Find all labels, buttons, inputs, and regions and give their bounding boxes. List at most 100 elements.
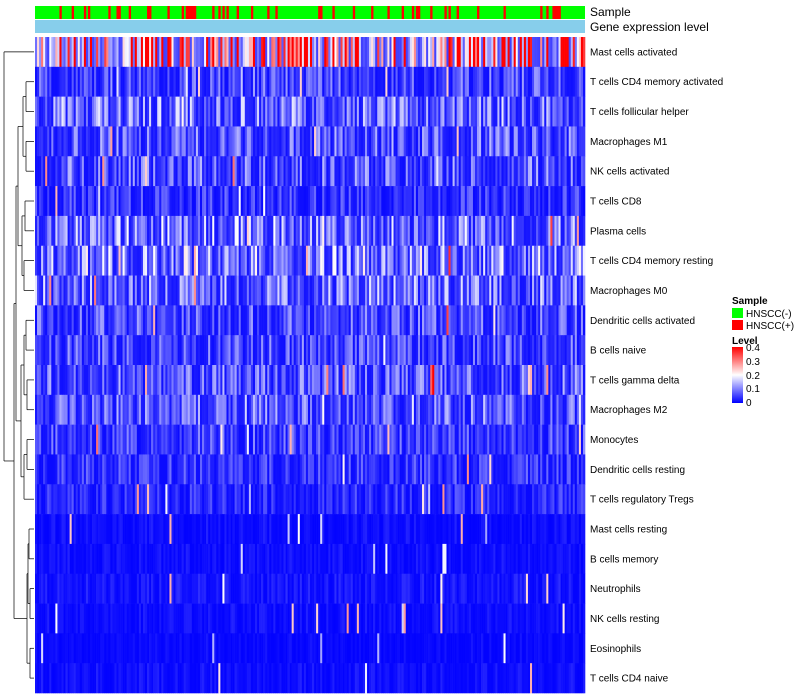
heatmap-cell (521, 543, 525, 575)
heatmap-cell (128, 156, 132, 187)
heatmap-cell (513, 186, 517, 217)
heatmap-cell (100, 156, 103, 187)
heatmap-cell (462, 186, 466, 217)
heatmap-cell (79, 96, 83, 127)
heatmap-cell (572, 424, 576, 455)
heatmap-cell (43, 424, 46, 455)
heatmap-cell (200, 96, 203, 127)
heatmap-cell (568, 96, 572, 127)
heatmap-cell (204, 424, 207, 455)
heatmap-cell (350, 394, 354, 425)
heatmap-cell (538, 484, 541, 515)
heatmap-cell (73, 454, 77, 485)
heatmap-cell (132, 245, 136, 276)
heatmap-cell (195, 156, 199, 187)
heatmap-cell (472, 454, 476, 485)
heatmap-cell (65, 543, 68, 575)
heatmap-cell (497, 335, 500, 366)
heatmap-cell (261, 424, 264, 455)
heatmap-cell (519, 484, 523, 515)
heatmap-cell (554, 275, 557, 306)
heatmap-cell (340, 514, 343, 545)
heatmap-cell (352, 96, 356, 127)
heatmap-cell (367, 126, 370, 157)
heatmap-cell (57, 275, 60, 306)
heatmap-cell (479, 365, 482, 396)
heatmap-cell (532, 66, 535, 97)
heatmap-cell (277, 156, 280, 187)
heatmap-cell (385, 66, 388, 97)
heatmap-cell (462, 424, 466, 455)
heatmap-cell (489, 66, 492, 97)
sample-mark-positive (546, 6, 549, 19)
heatmap-cell (546, 365, 549, 396)
heatmap-cell (381, 126, 384, 157)
heatmap-cell (293, 96, 297, 127)
heatmap-cell (409, 424, 413, 455)
heatmap-cell (560, 245, 563, 276)
heatmap-cell (67, 365, 70, 396)
heatmap-cell (261, 126, 264, 157)
heatmap-cell (397, 66, 400, 97)
heatmap-cell (214, 335, 217, 366)
heatmap-cell (69, 275, 72, 306)
heatmap-cell (122, 215, 125, 247)
heatmap-cell (434, 66, 437, 97)
heatmap-cell (511, 514, 515, 545)
heatmap-cell (511, 96, 515, 127)
heatmap-cell (202, 245, 205, 276)
heatmap-cell (576, 245, 580, 276)
heatmap-cell (130, 424, 134, 455)
heatmap-cell (375, 305, 378, 336)
heatmap-cell (193, 275, 197, 306)
heatmap-cell (159, 394, 162, 425)
heatmap-cell (350, 245, 354, 276)
heatmap-cell (83, 305, 87, 336)
heatmap-cell (140, 215, 144, 247)
heatmap-cell (269, 484, 272, 515)
heatmap-cell (291, 394, 295, 425)
heatmap-cell (572, 543, 576, 575)
heatmap-cell (495, 335, 498, 366)
heatmap-cell (477, 365, 480, 396)
heatmap-cell (381, 186, 384, 217)
heatmap-cell (438, 514, 441, 545)
heatmap-cell (147, 335, 150, 366)
heatmap-cell (448, 305, 451, 336)
heatmap-cell (509, 126, 512, 157)
heatmap-cell (35, 186, 38, 217)
heatmap-cell (509, 245, 512, 276)
heatmap-cell (108, 335, 111, 366)
heatmap-cell (242, 484, 246, 515)
heatmap-cell (261, 365, 264, 396)
heatmap-cell (85, 514, 89, 545)
heatmap-cell (360, 96, 364, 127)
heatmap-cell (328, 215, 331, 247)
heatmap-cell (450, 335, 453, 366)
heatmap-cell (94, 37, 97, 68)
heatmap-cell (548, 514, 551, 545)
heatmap-cell (234, 275, 237, 306)
heatmap-cell (63, 96, 66, 127)
heatmap-cell (81, 96, 85, 127)
heatmap-cell (63, 186, 66, 217)
heatmap-cell (513, 514, 517, 545)
heatmap-cell (417, 156, 421, 187)
annotation-label-expression: Gene expression level (590, 20, 709, 34)
heatmap-cell (326, 394, 329, 425)
heatmap-cell (289, 305, 292, 336)
heatmap-cell (297, 66, 301, 97)
heatmap-cell (377, 335, 380, 366)
heatmap-cell (307, 126, 311, 157)
heatmap-cell (263, 514, 266, 545)
heatmap-cell (332, 305, 335, 336)
heatmap-cell (509, 424, 512, 455)
heatmap-cell (124, 424, 127, 455)
heatmap-cell (566, 275, 570, 306)
heatmap-cell (57, 245, 60, 276)
sample-mark-positive (185, 6, 189, 19)
heatmap-cell (318, 37, 321, 68)
heatmap-cell (265, 365, 268, 396)
heatmap-cell (420, 37, 423, 68)
heatmap-cell (85, 543, 89, 575)
